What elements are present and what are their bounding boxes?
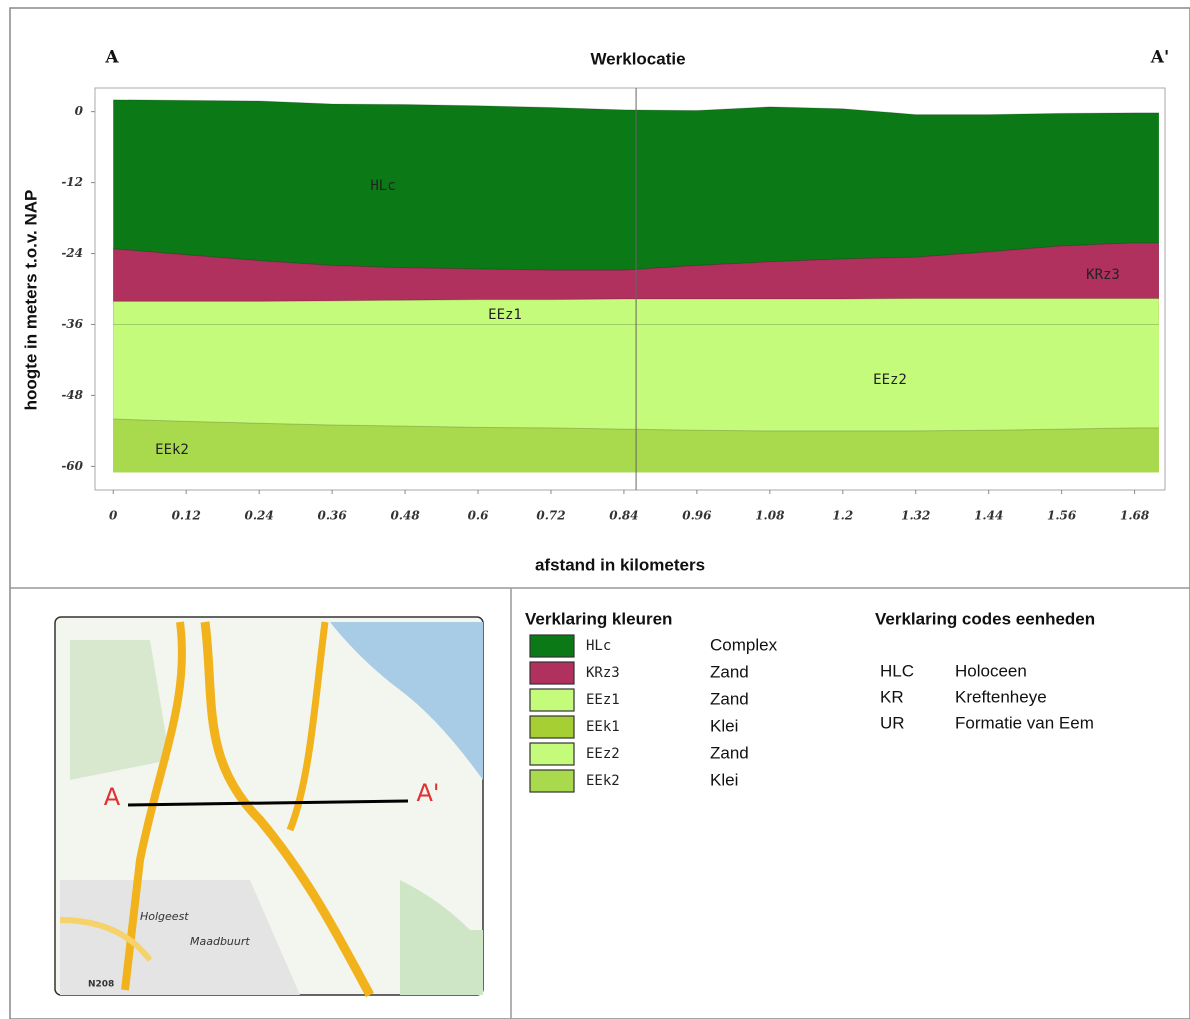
code: UR — [880, 713, 905, 732]
y-tick-label: -24 — [61, 246, 83, 260]
legend-title: Verklaring codes eenheden — [875, 609, 1095, 628]
legend-code: EEk1 — [586, 719, 620, 735]
road-label: N208 — [88, 980, 114, 990]
x-axis-label: afstand in kilometers — [535, 555, 705, 574]
legend-swatch — [529, 715, 575, 739]
road — [59, 917, 153, 962]
y-tick-label: -36 — [61, 317, 83, 331]
code-description: Kreftenheye — [955, 687, 1047, 706]
layer-label: HLc — [370, 178, 395, 194]
legend-description: Zand — [710, 689, 749, 708]
place-label: Maadbuurt — [190, 935, 250, 948]
section-end: A' — [1150, 48, 1169, 68]
legend-code: EEk2 — [586, 773, 620, 789]
x-tick-label: 1.08 — [755, 509, 785, 523]
water — [330, 622, 483, 780]
layer-label: KRz3 — [1086, 267, 1120, 283]
green-area — [400, 880, 483, 995]
x-tick-label: 0.12 — [172, 509, 201, 523]
legend-description: Zand — [710, 662, 749, 681]
x-tick-label: 0 — [109, 509, 118, 523]
layer-label: EEz1 — [488, 307, 522, 323]
code-description: Holoceen — [955, 661, 1027, 680]
legend-swatch — [529, 661, 575, 685]
legend-description: Klei — [710, 716, 738, 735]
x-tick-label: 1.68 — [1120, 509, 1150, 523]
legend-code: KRz3 — [586, 665, 620, 681]
section-start: A — [104, 48, 119, 68]
layer-boundary — [113, 242, 1159, 271]
place-label: Holgeest — [140, 910, 189, 923]
road — [286, 621, 329, 832]
x-tick-label: 1.32 — [901, 509, 930, 523]
code: HLC — [880, 661, 914, 680]
built-area — [60, 880, 300, 995]
layer-label: EEz2 — [873, 372, 907, 388]
layer-boundary — [113, 297, 1159, 302]
road — [200, 621, 374, 998]
x-tick-label: 0.24 — [245, 509, 274, 523]
code: KR — [880, 687, 904, 706]
y-axis-label: hoogte in meters t.o.v. NAP — [21, 190, 40, 411]
legend-code: EEz1 — [586, 692, 620, 708]
legend-description: Zand — [710, 743, 749, 762]
section-line — [127, 799, 409, 807]
code-description: Formatie van Eem — [955, 713, 1094, 732]
map: A A' Holgeest Maadbuurt N208 — [54, 616, 484, 998]
legend-swatch — [529, 742, 575, 766]
x-tick-label: 1.2 — [832, 509, 853, 523]
x-tick-label: 0.96 — [682, 509, 712, 523]
y-tick-label: 0 — [75, 104, 84, 118]
x-tick-label: 1.44 — [974, 509, 1003, 523]
road — [121, 621, 186, 991]
outer-frame — [9, 7, 1190, 1019]
y-tick-label: -12 — [61, 175, 83, 189]
x-tick-label: 0.36 — [317, 509, 347, 523]
x-tick-label: 0.48 — [390, 509, 420, 523]
layer-boundary — [113, 99, 1159, 116]
legend-description: Klei — [710, 770, 738, 789]
legend-title: Verklaring kleuren — [525, 609, 672, 628]
chart-title: Werklocatie — [590, 49, 685, 68]
map-end: A' — [416, 779, 439, 807]
legend-swatch — [529, 688, 575, 712]
y-tick-label: -48 — [61, 388, 83, 402]
layer-label: EEk2 — [155, 442, 189, 458]
green-area — [70, 640, 170, 780]
legend-code: HLc — [586, 638, 611, 654]
x-tick-label: 0.6 — [468, 509, 490, 523]
map-start: A — [104, 783, 121, 811]
x-tick-label: 0.72 — [536, 509, 565, 523]
x-tick-label: 1.56 — [1047, 509, 1077, 523]
legend-swatch — [529, 769, 575, 793]
x-tick-label: 0.84 — [609, 509, 638, 523]
layer-boundary — [113, 418, 1159, 432]
legend-code: EEz2 — [586, 746, 620, 762]
legend-description: Complex — [710, 635, 778, 654]
y-tick-label: -60 — [61, 459, 83, 473]
legend-swatch — [529, 634, 575, 658]
